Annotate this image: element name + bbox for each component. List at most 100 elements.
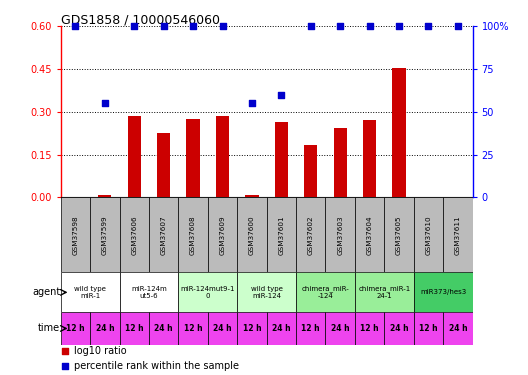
Text: GSM37604: GSM37604	[366, 215, 373, 255]
Point	[159, 23, 168, 29]
Text: GSM37609: GSM37609	[220, 215, 225, 255]
Bar	[178, 312, 208, 345]
Bar	[178, 272, 237, 312]
Text: 12 h: 12 h	[360, 324, 379, 333]
Bar	[237, 272, 296, 312]
Bar	[119, 272, 178, 312]
Bar	[208, 312, 237, 345]
Bar	[61, 197, 90, 272]
Bar	[363, 120, 376, 197]
Text: GSM37611: GSM37611	[455, 215, 461, 255]
Text: miR-124m
ut5-6: miR-124m ut5-6	[131, 286, 167, 298]
Text: chimera_miR-
-124: chimera_miR- -124	[301, 286, 350, 299]
Point	[61, 348, 69, 354]
Point	[71, 23, 80, 29]
Bar	[149, 312, 178, 345]
Bar	[61, 312, 90, 345]
Bar	[304, 145, 317, 197]
Point	[189, 23, 197, 29]
Point	[248, 100, 256, 106]
Bar	[414, 312, 443, 345]
Text: GSM37610: GSM37610	[426, 215, 431, 255]
Bar	[208, 197, 237, 272]
Bar	[186, 119, 200, 197]
Text: 12 h: 12 h	[243, 324, 261, 333]
Text: GSM37605: GSM37605	[396, 215, 402, 255]
Point	[454, 23, 462, 29]
Point	[336, 23, 344, 29]
Text: chimera_miR-1
24-1: chimera_miR-1 24-1	[358, 286, 410, 299]
Bar	[149, 197, 178, 272]
Text: 24 h: 24 h	[272, 324, 290, 333]
Bar	[414, 272, 473, 312]
Text: GSM37599: GSM37599	[102, 215, 108, 255]
Bar	[325, 197, 355, 272]
Point	[101, 100, 109, 106]
Bar	[237, 312, 267, 345]
Text: miR-124mut9-1
0: miR-124mut9-1 0	[181, 286, 235, 298]
Bar	[296, 197, 325, 272]
Point	[277, 92, 286, 98]
Bar	[355, 197, 384, 272]
Text: GSM37600: GSM37600	[249, 215, 255, 255]
Bar	[267, 312, 296, 345]
Text: 24 h: 24 h	[390, 324, 408, 333]
Bar	[275, 122, 288, 197]
Text: 12 h: 12 h	[419, 324, 438, 333]
Bar	[128, 116, 141, 197]
Point	[365, 23, 374, 29]
Bar	[237, 197, 267, 272]
Bar	[296, 312, 325, 345]
Text: GSM37603: GSM37603	[337, 215, 343, 255]
Text: 12 h: 12 h	[125, 324, 144, 333]
Text: 24 h: 24 h	[331, 324, 350, 333]
Point	[61, 363, 69, 369]
Text: miR373/hes3: miR373/hes3	[420, 290, 466, 296]
Text: wild type
miR-124: wild type miR-124	[251, 286, 282, 298]
Bar	[246, 195, 259, 197]
Bar	[414, 197, 443, 272]
Bar	[178, 197, 208, 272]
Text: wild type
miR-1: wild type miR-1	[74, 286, 106, 298]
Text: GSM37601: GSM37601	[278, 215, 285, 255]
Text: log10 ratio: log10 ratio	[74, 346, 127, 356]
Text: GSM37602: GSM37602	[308, 215, 314, 255]
Bar	[392, 68, 406, 197]
Text: GSM37598: GSM37598	[72, 215, 79, 255]
Bar	[325, 312, 355, 345]
Bar	[267, 197, 296, 272]
Bar	[216, 116, 229, 197]
Bar	[443, 312, 473, 345]
Bar	[90, 312, 119, 345]
Bar	[296, 272, 355, 312]
Text: time: time	[38, 324, 60, 333]
Bar	[119, 197, 149, 272]
Text: 24 h: 24 h	[213, 324, 232, 333]
Bar	[384, 197, 414, 272]
Bar	[98, 195, 111, 197]
Point	[424, 23, 432, 29]
Bar	[355, 272, 414, 312]
Text: agent: agent	[32, 287, 60, 297]
Bar	[334, 128, 347, 197]
Point	[218, 23, 227, 29]
Text: percentile rank within the sample: percentile rank within the sample	[74, 361, 239, 371]
Bar	[90, 197, 119, 272]
Point	[130, 23, 138, 29]
Text: GSM37608: GSM37608	[190, 215, 196, 255]
Bar	[443, 197, 473, 272]
Text: 12 h: 12 h	[66, 324, 84, 333]
Point	[307, 23, 315, 29]
Text: 24 h: 24 h	[449, 324, 467, 333]
Bar	[61, 272, 119, 312]
Text: GSM37607: GSM37607	[161, 215, 167, 255]
Bar	[384, 312, 414, 345]
Text: 12 h: 12 h	[184, 324, 202, 333]
Text: 24 h: 24 h	[96, 324, 114, 333]
Bar	[157, 133, 171, 197]
Bar	[355, 312, 384, 345]
Text: GSM37606: GSM37606	[131, 215, 137, 255]
Text: 24 h: 24 h	[154, 324, 173, 333]
Bar	[119, 312, 149, 345]
Point	[395, 23, 403, 29]
